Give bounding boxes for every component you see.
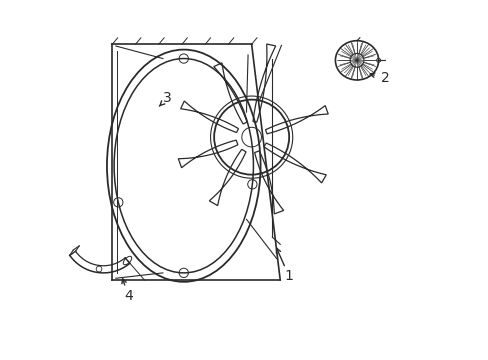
Text: 2: 2 [381, 71, 389, 85]
Text: 1: 1 [284, 269, 293, 283]
Text: 3: 3 [163, 91, 172, 105]
Text: 4: 4 [124, 289, 133, 303]
